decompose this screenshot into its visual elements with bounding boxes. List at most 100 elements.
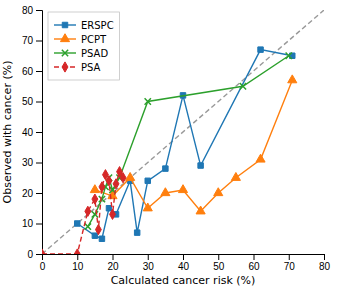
series-line — [88, 56, 289, 227]
x-axis: 01020304050607080 — [40, 254, 331, 272]
y-axis-tick: 10 — [22, 218, 42, 229]
x-axis-tick: 80 — [319, 254, 331, 272]
point — [106, 206, 111, 211]
legend-label: PSA — [81, 62, 101, 73]
legend-label: PCPT — [81, 34, 107, 45]
y-axis-tick: 40 — [22, 127, 42, 138]
point — [106, 176, 112, 186]
series — [90, 75, 297, 214]
legend-label: ERSPC — [81, 20, 114, 31]
y-axis-tick: 30 — [22, 157, 42, 168]
legend-item: PSA — [54, 62, 101, 73]
point — [145, 178, 150, 183]
point — [120, 173, 126, 183]
y-axis-tick-label: 60 — [22, 66, 34, 77]
y-axis-tick-mark — [36, 224, 42, 225]
y-axis-tick-label: 0 — [27, 249, 33, 260]
point — [99, 236, 104, 241]
point — [74, 249, 80, 254]
point — [143, 203, 152, 211]
legend: ERSPC PCPT PSAD PSA — [48, 12, 120, 80]
point — [198, 163, 203, 168]
point — [231, 172, 240, 180]
point — [95, 225, 101, 235]
point — [196, 206, 205, 214]
reference-line — [42, 10, 324, 254]
y-axis-tick-label: 40 — [22, 127, 34, 138]
point — [178, 185, 187, 193]
series — [42, 10, 324, 254]
point — [85, 223, 91, 229]
y-axis-line — [36, 11, 43, 255]
y-axis-tick-label: 70 — [22, 35, 34, 46]
x-axis-tick: 20 — [107, 254, 119, 272]
x-axis-tick-label: 30 — [143, 261, 155, 272]
x-axis-title: Calculated cancer risk (%) — [111, 274, 256, 287]
point — [145, 98, 151, 104]
y-axis-tick: 50 — [22, 96, 42, 107]
legend-item: PCPT — [54, 34, 107, 45]
x-axis-tick-label: 10 — [72, 261, 84, 272]
x-axis-tick-label: 40 — [178, 261, 190, 272]
x-axis-tick-mark — [113, 254, 114, 260]
legend-label: PSAD — [81, 48, 108, 59]
y-axis-tick: 70 — [22, 35, 42, 46]
y-axis-tick: 60 — [22, 66, 42, 77]
point — [42, 249, 45, 254]
y-axis-tick-label: 20 — [22, 188, 34, 199]
point — [214, 188, 223, 196]
series-line — [42, 172, 123, 254]
x-axis-tick-mark — [289, 254, 290, 260]
x-axis-tick-label: 60 — [248, 261, 260, 272]
series-line — [95, 80, 292, 211]
y-axis-tick-mark — [36, 193, 42, 194]
x-axis-tick: 30 — [143, 254, 155, 272]
legend-marker — [62, 22, 67, 27]
x-axis-tick-mark — [218, 254, 219, 260]
y-axis-tick-mark — [36, 163, 42, 164]
y-axis-tick-label: 10 — [22, 218, 34, 229]
y-axis-tick-mark — [36, 10, 42, 11]
point — [256, 154, 265, 162]
legend-marker — [62, 50, 68, 56]
legend-item: PSAD — [54, 48, 108, 59]
x-axis-tick-mark — [324, 254, 325, 260]
x-axis-tick-label: 80 — [319, 261, 331, 272]
legend-marker — [60, 34, 69, 42]
point — [113, 179, 119, 189]
y-axis-tick-label: 30 — [22, 157, 34, 168]
y-axis-tick: 0 — [27, 249, 42, 260]
y-axis-tick-mark — [36, 71, 42, 72]
plot: 0102030405060708001020304050607080Calcul… — [1, 5, 330, 287]
y-axis-tick-mark — [36, 41, 42, 42]
plot-area — [42, 10, 324, 254]
x-axis-tick-label: 70 — [284, 261, 296, 272]
y-axis: 0 10 20 30 40 50 60 70 80 — [22, 5, 43, 260]
series — [42, 167, 126, 254]
point — [126, 172, 135, 180]
y-axis-title: Observed with cancer (%) — [1, 61, 14, 204]
chart: 0102030405060708001020304050607080Calcul… — [0, 0, 338, 290]
point — [75, 221, 80, 226]
y-axis-tick-mark — [36, 254, 42, 255]
x-axis-tick: 40 — [178, 254, 190, 272]
point — [110, 209, 116, 219]
point — [286, 53, 292, 59]
x-axis-tick-label: 50 — [213, 261, 225, 272]
y-axis-tick: 80 — [22, 5, 42, 16]
point — [240, 83, 246, 89]
point — [99, 182, 105, 192]
x-axis-tick: 70 — [284, 254, 296, 272]
x-axis-tick-label: 20 — [107, 261, 119, 272]
x-axis-tick: 60 — [248, 254, 260, 272]
point — [92, 194, 98, 204]
point — [163, 166, 168, 171]
point — [161, 188, 170, 196]
y-axis-tick-mark — [36, 132, 42, 133]
x-axis-tick: 50 — [213, 254, 225, 272]
y-axis-tick-label: 50 — [22, 96, 34, 107]
y-axis-tick-mark — [36, 102, 42, 103]
y-axis-tick-label: 80 — [22, 5, 34, 16]
y-axis-tick: 20 — [22, 188, 42, 199]
point — [92, 233, 97, 238]
